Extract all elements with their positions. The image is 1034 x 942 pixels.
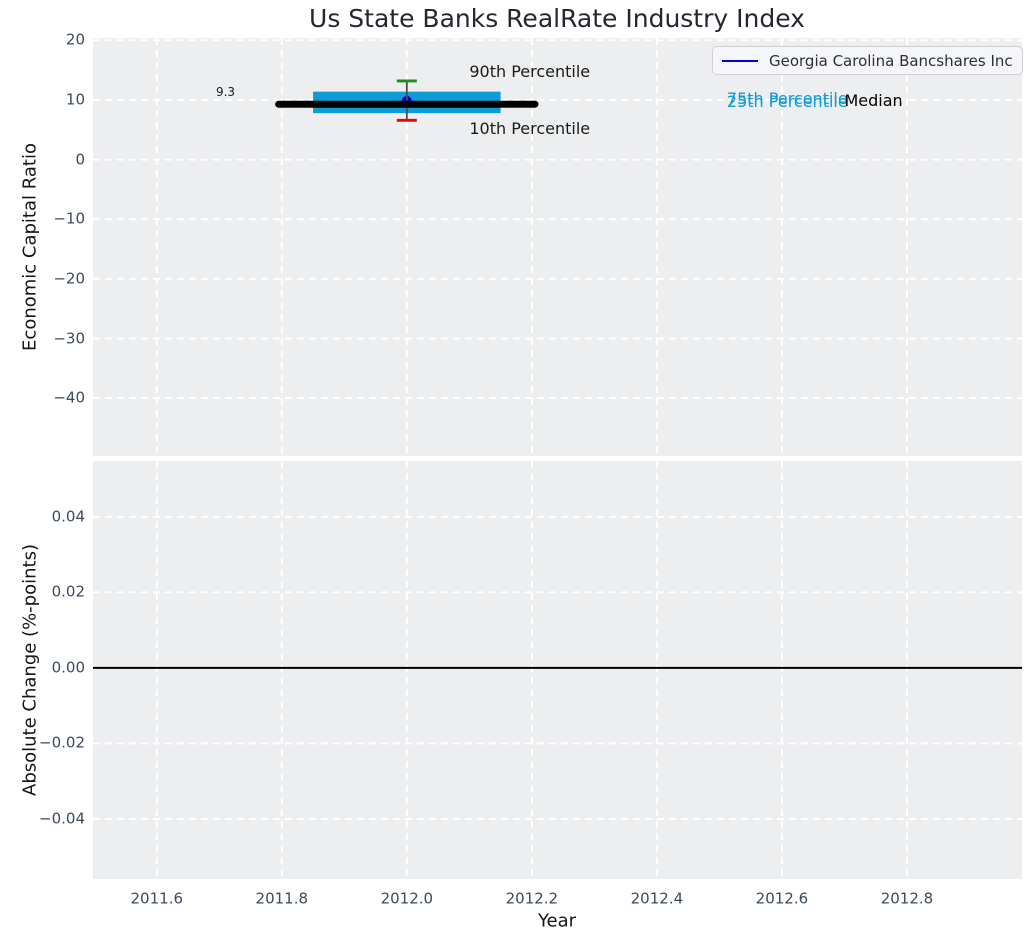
y-tick-label: 0	[75, 150, 85, 169]
x-tick-label: 2012.2	[505, 889, 559, 908]
x-tick-label: 2011.6	[130, 889, 184, 908]
y-tick-label: −40	[53, 388, 85, 407]
y-tick-label: 10	[65, 90, 85, 109]
x-tick-label: 2012.6	[755, 889, 809, 908]
legend: Georgia Carolina Bancshares Inc	[712, 46, 1023, 75]
annotation-10th-percentile: 10th Percentile	[469, 119, 591, 139]
y-tick-label: −0.02	[39, 733, 85, 752]
y-tick-label: 0.04	[51, 507, 85, 526]
x-tick-label: 2012.8	[880, 889, 934, 908]
y-tick-label: −10	[53, 209, 85, 228]
annotation-median: Median	[844, 90, 903, 110]
x-tick-label: 2012.0	[380, 889, 434, 908]
annotation-75th-percentile: 75th Percentile	[726, 88, 848, 108]
y-tick-label: −20	[53, 269, 85, 288]
top-axes-economic-capital-ratio	[93, 38, 1022, 456]
y-tick-label: −30	[53, 329, 85, 348]
legend-line-sample	[722, 59, 758, 62]
x-axis-label-year: Year	[537, 910, 577, 932]
legend-label: Georgia Carolina Bancshares Inc	[769, 51, 1013, 70]
y-axis-label-economic-capital-ratio: Economic Capital Ratio	[19, 143, 41, 351]
x-tick-label: 2011.8	[255, 889, 309, 908]
y-tick-label: 20	[65, 30, 85, 49]
annotation-25th-percentile: 25th Percentile	[726, 92, 848, 112]
top-plot-canvas	[93, 38, 1022, 456]
x-tick-label: 2012.4	[630, 889, 684, 908]
y-tick-label: 0.02	[51, 582, 85, 601]
bottom-plot-canvas	[93, 461, 1022, 879]
annotation-9-3: 9.3	[215, 85, 236, 100]
bottom-axes-absolute-change	[93, 461, 1022, 879]
y-tick-label: 0.00	[51, 658, 85, 677]
y-tick-label: −0.04	[39, 809, 85, 828]
chart-title: Us State Banks RealRate Industry Index	[309, 4, 805, 33]
annotation-90th-percentile: 90th Percentile	[469, 61, 591, 81]
y-axis-label-absolute-change: Absolute Change (%-points)	[19, 544, 41, 796]
